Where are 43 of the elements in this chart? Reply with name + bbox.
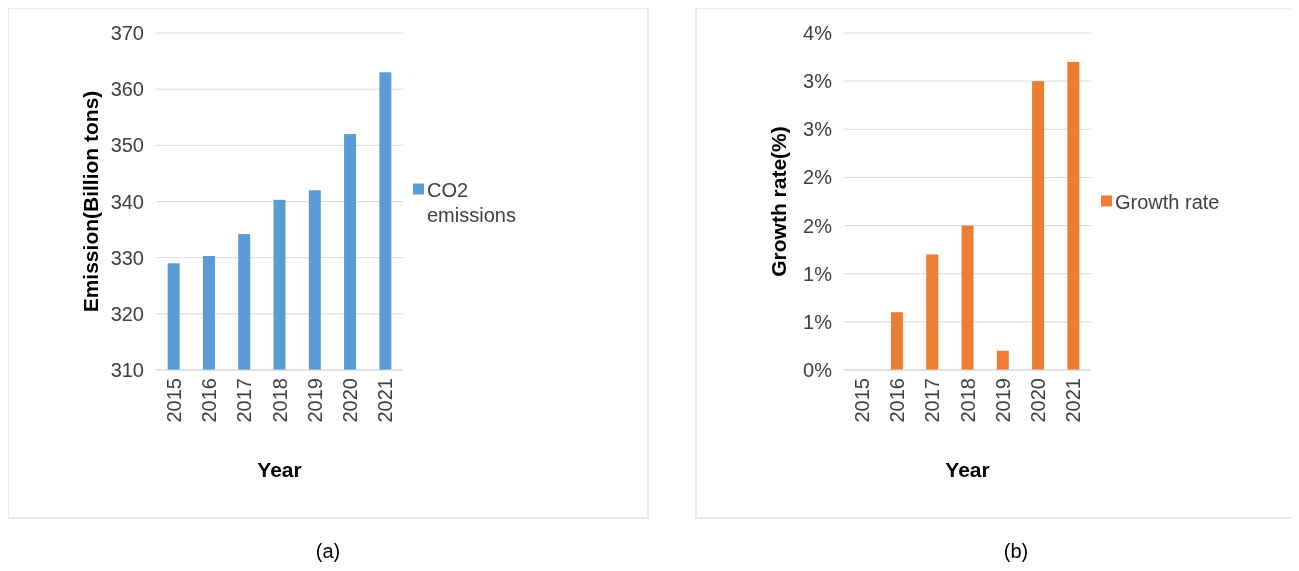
y-tick-label: 3% <box>803 118 833 141</box>
x-tick-label: 2017 <box>921 378 944 423</box>
y-tick-label: 370 <box>110 22 144 44</box>
y-tick-label: 0% <box>803 359 833 381</box>
x-tick-label: 2018 <box>956 378 979 423</box>
bar <box>1067 61 1080 370</box>
text: (a) <box>315 540 341 562</box>
bar <box>961 225 974 370</box>
text: (b) <box>1003 540 1029 562</box>
y-tick-label: 350 <box>110 134 144 157</box>
y-tick-label: 310 <box>110 359 144 381</box>
legend-label: CO2 emissions <box>427 178 516 226</box>
x-tick-label: 2018 <box>268 378 291 423</box>
y-axis-title: Emission(Billion tons) <box>79 90 102 313</box>
x-tick-label: 2020 <box>1027 378 1050 423</box>
x-axis-title: Year <box>257 458 302 481</box>
x-tick-label: 2019 <box>991 378 1014 423</box>
legend-label: Growth rate <box>1115 190 1220 213</box>
y-tick-label: 4% <box>803 22 833 44</box>
x-tick-label: 2020 <box>339 378 362 423</box>
y-axis-title: Growth rate(%) <box>767 126 790 277</box>
bar <box>890 312 903 370</box>
y-tick-label: 2% <box>803 214 833 237</box>
x-tick-label: 2021 <box>374 378 397 423</box>
y-tick-label: 320 <box>110 302 144 325</box>
x-tick-label: 2021 <box>1062 378 1085 423</box>
y-tick-label: 1% <box>803 262 833 285</box>
x-tick-label: 2016 <box>197 378 220 423</box>
x-tick-label: 2019 <box>303 378 326 423</box>
bar <box>926 254 939 370</box>
y-tick-label: 340 <box>110 190 144 213</box>
x-tick-label: 2016 <box>885 378 908 423</box>
bar <box>996 350 1009 370</box>
bar <box>1032 81 1045 370</box>
x-tick-label: 2015 <box>162 378 185 423</box>
y-tick-label: 2% <box>803 166 833 189</box>
x-tick-label: 2017 <box>233 378 256 423</box>
y-tick-label: 1% <box>803 310 833 333</box>
y-tick-label: 330 <box>110 246 144 269</box>
x-tick-label: 2015 <box>850 378 873 423</box>
y-tick-label: 360 <box>110 78 144 101</box>
x-axis-title: Year <box>945 458 990 481</box>
y-tick-label: 3% <box>803 70 833 93</box>
